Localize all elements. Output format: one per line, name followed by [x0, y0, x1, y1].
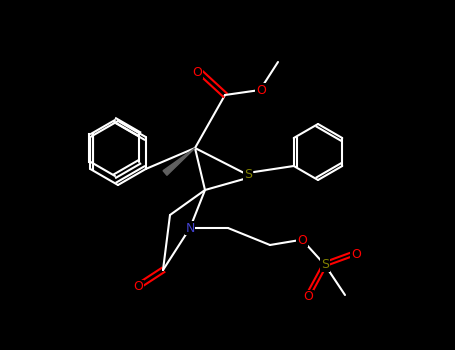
Text: O: O — [303, 290, 313, 303]
Text: O: O — [133, 280, 143, 294]
Text: O: O — [192, 65, 202, 78]
Text: S: S — [244, 168, 252, 182]
Text: O: O — [256, 84, 266, 97]
Text: O: O — [351, 248, 361, 261]
Polygon shape — [163, 148, 195, 175]
Text: N: N — [185, 222, 195, 235]
Text: S: S — [321, 259, 329, 272]
Text: O: O — [297, 233, 307, 246]
